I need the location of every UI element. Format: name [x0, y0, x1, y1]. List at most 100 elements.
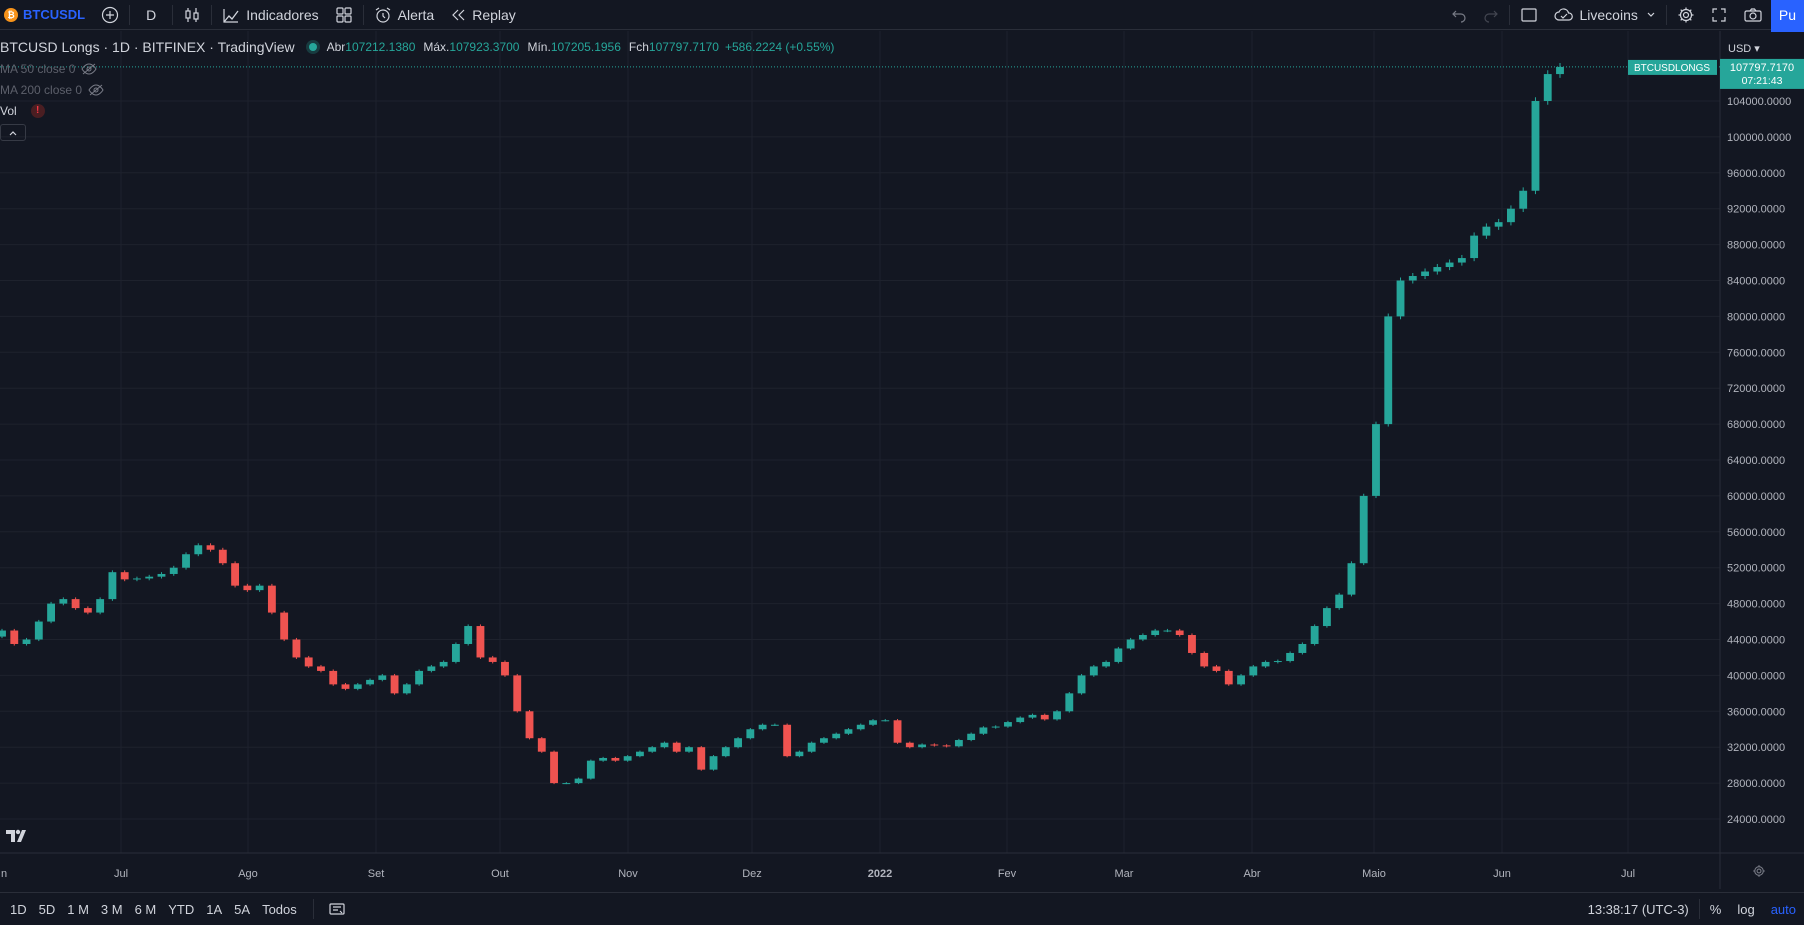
range-button[interactable]: 6 M: [134, 901, 157, 917]
candle: [1507, 205, 1515, 226]
candle: [1322, 606, 1331, 628]
range-button[interactable]: 3 M: [100, 901, 123, 917]
candle: [942, 744, 951, 748]
percent-scale-toggle[interactable]: %: [1709, 901, 1722, 917]
market-status-icon: [308, 43, 317, 51]
candle: [488, 655, 497, 664]
warning-icon[interactable]: !: [30, 103, 45, 118]
price-tick-label: 76000.0000: [1727, 347, 1785, 359]
range-button[interactable]: 1A: [206, 901, 223, 917]
chart-canvas[interactable]: 104000.0000 100000.0000 96000.0000 92000.00…: [0, 31, 1804, 892]
candle: [979, 726, 988, 735]
range-button[interactable]: Todos: [262, 901, 297, 917]
candle: [83, 606, 92, 615]
time-tick-label: Set: [368, 868, 385, 880]
candle: [685, 746, 693, 753]
candle: [513, 673, 522, 713]
candle: [1408, 272, 1417, 284]
tradingview-logo-icon[interactable]: [4, 826, 30, 846]
candle: [96, 597, 105, 615]
range-button[interactable]: YTD: [168, 901, 195, 917]
candle: [464, 624, 473, 646]
ma200-legend[interactable]: MA 200 close 0: [0, 79, 834, 100]
fullscreen-button[interactable]: [1703, 0, 1735, 30]
candle: [108, 570, 117, 601]
range-button[interactable]: 1 M: [67, 901, 89, 917]
candle: [1519, 187, 1528, 213]
candle: [1249, 664, 1258, 677]
candle: [59, 597, 68, 606]
price-tick-label: 44000.0000: [1727, 635, 1785, 647]
candle: [1089, 664, 1098, 677]
undo-button[interactable]: [1443, 0, 1475, 30]
range-button[interactable]: 5D: [38, 901, 56, 917]
candle: [133, 576, 141, 582]
time-tick-label: Maio: [1362, 868, 1386, 880]
candle: [783, 723, 792, 758]
candle: [574, 777, 583, 785]
candle: [525, 710, 534, 740]
candle: [292, 637, 301, 659]
layout-select-button[interactable]: [1512, 0, 1546, 30]
clock-time[interactable]: 13:38:17 (UTC-3): [1587, 901, 1689, 917]
volume-legend[interactable]: Vol !: [0, 100, 834, 121]
replay-button[interactable]: Replay: [442, 0, 524, 30]
redo-button[interactable]: [1475, 0, 1507, 30]
candle: [611, 756, 620, 762]
templates-button[interactable]: [327, 0, 361, 30]
candle: [1347, 561, 1356, 597]
candle: [255, 583, 264, 592]
candle: [1114, 646, 1123, 664]
time-tick-label: Fev: [998, 868, 1017, 880]
snapshot-button[interactable]: [1735, 0, 1771, 30]
ma50-legend[interactable]: MA 50 close 0: [0, 58, 834, 79]
time-tick-label: Mar: [1115, 868, 1134, 880]
interval-button[interactable]: D: [132, 0, 170, 30]
eye-hidden-icon[interactable]: [81, 62, 97, 75]
price-tick-label: 104000.0000: [1727, 96, 1791, 108]
settings-button[interactable]: [1669, 0, 1703, 30]
candle: [967, 732, 976, 742]
candle: [1040, 713, 1049, 721]
candle: [1470, 232, 1479, 262]
symbol-search-button[interactable]: ₿ BTCUSDL: [0, 0, 93, 30]
price-tick-label: 64000.0000: [1727, 455, 1785, 467]
auto-scale-toggle[interactable]: auto: [1770, 901, 1796, 917]
range-button[interactable]: 1D: [10, 901, 27, 917]
alert-button[interactable]: Alerta: [366, 0, 443, 30]
indicators-button[interactable]: Indicadores: [214, 0, 326, 30]
eye-hidden-icon[interactable]: [88, 83, 104, 96]
candle: [353, 682, 362, 691]
price-tick-label: 68000.0000: [1727, 419, 1785, 431]
symbol-tag: BTCUSDLONGS: [1634, 63, 1710, 74]
candle: [427, 664, 436, 673]
candle: [758, 723, 767, 731]
compare-symbol-button[interactable]: [93, 0, 127, 30]
go-to-date-calendar-icon[interactable]: [316, 901, 358, 917]
low-label: Mín.: [527, 40, 551, 54]
chart-type-button[interactable]: [175, 0, 209, 30]
candle: [317, 664, 325, 673]
candle: [770, 723, 779, 727]
collapse-legend-button[interactable]: [0, 124, 26, 141]
scale-settings-gear-icon[interactable]: [1752, 864, 1766, 883]
save-layout-button[interactable]: Livecoins: [1546, 0, 1664, 30]
candle: [120, 570, 129, 582]
range-button[interactable]: 5A: [234, 901, 251, 917]
currency-selector[interactable]: USD ▾: [1728, 42, 1760, 55]
publish-button[interactable]: Pu: [1770, 0, 1804, 32]
chart-legend: BTCUSD Longs · 1D · BITFINEX · TradingVi…: [0, 36, 834, 141]
candle: [1273, 659, 1282, 664]
change-value: +586.2224 (+0.55%): [724, 40, 835, 54]
candle: [586, 759, 595, 780]
interval-label: D: [146, 6, 157, 23]
candle: [1556, 63, 1564, 78]
log-scale-toggle[interactable]: log: [1737, 901, 1755, 917]
bar-countdown: 07:21:43: [1742, 75, 1783, 87]
candle: [893, 719, 902, 744]
candle: [1138, 633, 1147, 642]
candle: [1028, 713, 1037, 719]
candle: [366, 678, 374, 686]
last-price-label: 107797.7170: [1730, 62, 1794, 74]
